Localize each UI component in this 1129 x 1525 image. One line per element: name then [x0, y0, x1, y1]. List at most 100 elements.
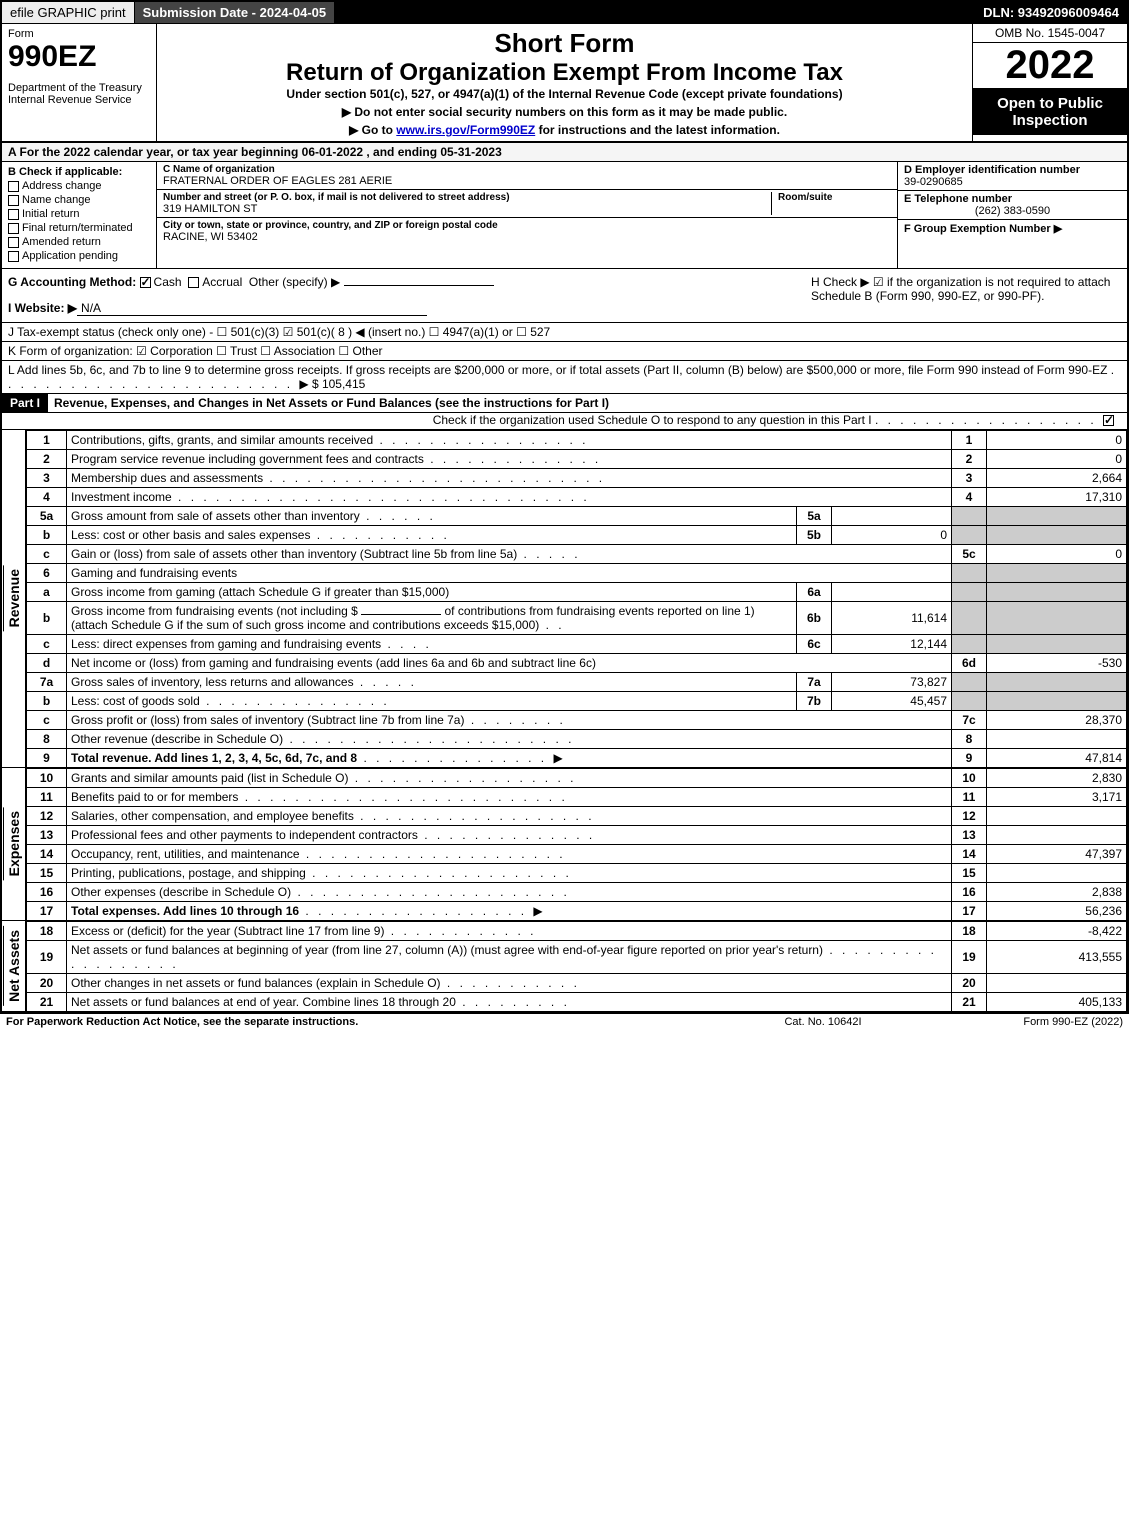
l12-rval: [987, 807, 1127, 826]
l7c-rnum: 7c: [952, 711, 987, 730]
l11-rval: 3,171: [987, 788, 1127, 807]
l7b-desc: Less: cost of goods sold: [71, 694, 200, 708]
l14-rval: 47,397: [987, 845, 1127, 864]
l11-rnum: 11: [952, 788, 987, 807]
org-name-label: C Name of organization: [163, 164, 891, 175]
checkbox-accrual[interactable]: [188, 277, 199, 288]
checkbox-amended-return[interactable]: [8, 237, 19, 248]
l4-num: 4: [27, 488, 67, 507]
net-assets-label-text: Net Assets: [3, 926, 24, 1006]
addr-label: Number and street (or P. O. box, if mail…: [163, 192, 771, 203]
line-21: 21 Net assets or fund balances at end of…: [27, 993, 1127, 1012]
line-4: 4 Investment income . . . . . . . . . . …: [27, 488, 1127, 507]
l6-desc: Gaming and fundraising events: [67, 564, 952, 583]
net-assets-side-label: Net Assets: [2, 921, 26, 1012]
checkbox-final-return[interactable]: [8, 223, 19, 234]
irs-link[interactable]: www.irs.gov/Form990EZ: [396, 123, 535, 137]
l9-desc: Total revenue. Add lines 1, 2, 3, 4, 5c,…: [71, 751, 357, 765]
opt-initial-return: Initial return: [22, 208, 79, 220]
revenue-section: Revenue 1 Contributions, gifts, grants, …: [2, 430, 1127, 768]
l5b-shaded-val: [987, 526, 1127, 545]
spacer: [335, 2, 975, 23]
checkbox-name-change[interactable]: [8, 195, 19, 206]
cat-number: Cat. No. 10642I: [723, 1016, 923, 1028]
open-public-inspection: Open to Public Inspection: [973, 89, 1127, 135]
l6b-num: b: [27, 602, 67, 635]
under-section: Under section 501(c), 527, or 4947(a)(1)…: [161, 87, 968, 101]
line-19: 19 Net assets or fund balances at beginn…: [27, 941, 1127, 974]
l5a-num: 5a: [27, 507, 67, 526]
checkbox-application-pending[interactable]: [8, 251, 19, 262]
l14-rnum: 14: [952, 845, 987, 864]
l5b-sval: 0: [832, 526, 952, 545]
info-grid: B Check if applicable: Address change Na…: [2, 162, 1127, 269]
l21-rval: 405,133: [987, 993, 1127, 1012]
opt-application-pending: Application pending: [22, 250, 118, 262]
l6d-rnum: 6d: [952, 654, 987, 673]
l6c-num: c: [27, 635, 67, 654]
l19-rnum: 19: [952, 941, 987, 974]
l18-desc: Excess or (deficit) for the year (Subtra…: [71, 924, 384, 938]
street-address: 319 HAMILTON ST: [163, 203, 771, 215]
other-specify-input[interactable]: [344, 285, 494, 286]
l16-num: 16: [27, 883, 67, 902]
revenue-table: 1 Contributions, gifts, grants, and simi…: [26, 430, 1127, 768]
form-number: 990EZ: [8, 40, 150, 74]
line-6a: a Gross income from gaming (attach Sched…: [27, 583, 1127, 602]
opt-accrual: Accrual: [202, 275, 242, 289]
checkbox-initial-return[interactable]: [8, 209, 19, 220]
column-d-ein: D Employer identification number 39-0290…: [897, 162, 1127, 268]
l9-rnum: 9: [952, 749, 987, 768]
l15-desc: Printing, publications, postage, and shi…: [71, 866, 306, 880]
l5b-num: b: [27, 526, 67, 545]
return-title: Return of Organization Exempt From Incom…: [161, 59, 968, 87]
accounting-method: G Accounting Method: Cash Accrual Other …: [8, 275, 801, 316]
omb-number: OMB No. 1545-0047: [973, 24, 1127, 43]
l6b-blank[interactable]: [361, 614, 441, 615]
l20-desc: Other changes in net assets or fund bala…: [71, 976, 441, 990]
l4-rnum: 4: [952, 488, 987, 507]
l6-num: 6: [27, 564, 67, 583]
l16-rval: 2,838: [987, 883, 1127, 902]
l3-desc: Membership dues and assessments: [71, 471, 263, 485]
col-b-label: B Check if applicable:: [8, 166, 150, 178]
l6d-desc: Net income or (loss) from gaming and fun…: [67, 654, 952, 673]
l3-num: 3: [27, 469, 67, 488]
l7a-snum: 7a: [797, 673, 832, 692]
line-6d: d Net income or (loss) from gaming and f…: [27, 654, 1127, 673]
goto-prefix: ▶ Go to: [349, 123, 396, 137]
l21-num: 21: [27, 993, 67, 1012]
l5c-rval: 0: [987, 545, 1127, 564]
l7a-sval: 73,827: [832, 673, 952, 692]
l7b-num: b: [27, 692, 67, 711]
l18-num: 18: [27, 922, 67, 941]
efile-print-link[interactable]: efile GRAPHIC print: [2, 2, 135, 23]
checkbox-schedule-o[interactable]: [1103, 415, 1114, 426]
l14-desc: Occupancy, rent, utilities, and maintena…: [71, 847, 300, 861]
l5a-shaded-val: [987, 507, 1127, 526]
line-5a: 5a Gross amount from sale of assets othe…: [27, 507, 1127, 526]
group-exemption-label: F Group Exemption Number ▶: [904, 222, 1121, 235]
line-8: 8 Other revenue (describe in Schedule O)…: [27, 730, 1127, 749]
line-6: 6 Gaming and fundraising events: [27, 564, 1127, 583]
line-6c: c Less: direct expenses from gaming and …: [27, 635, 1127, 654]
checkbox-address-change[interactable]: [8, 181, 19, 192]
line-2: 2 Program service revenue including gove…: [27, 450, 1127, 469]
l17-rnum: 17: [952, 902, 987, 921]
expenses-section: Expenses 10 Grants and similar amounts p…: [2, 768, 1127, 921]
opt-cash: Cash: [154, 275, 182, 289]
l2-num: 2: [27, 450, 67, 469]
l18-rval: -8,422: [987, 922, 1127, 941]
l7b-sval: 45,457: [832, 692, 952, 711]
l6b-snum: 6b: [797, 602, 832, 635]
line-14: 14 Occupancy, rent, utilities, and maint…: [27, 845, 1127, 864]
checkbox-cash[interactable]: [140, 277, 151, 288]
header-left: Form 990EZ Department of the Treasury In…: [2, 24, 157, 141]
l1-num: 1: [27, 431, 67, 450]
room-suite-label: Room/suite: [778, 192, 891, 203]
row-j-tax-exempt: J Tax-exempt status (check only one) - ☐…: [2, 323, 1127, 342]
l6a-shaded: [952, 583, 987, 602]
l7b-shaded-val: [987, 692, 1127, 711]
l1-desc: Contributions, gifts, grants, and simila…: [71, 433, 373, 447]
l17-desc: Total expenses. Add lines 10 through 16: [71, 904, 299, 918]
